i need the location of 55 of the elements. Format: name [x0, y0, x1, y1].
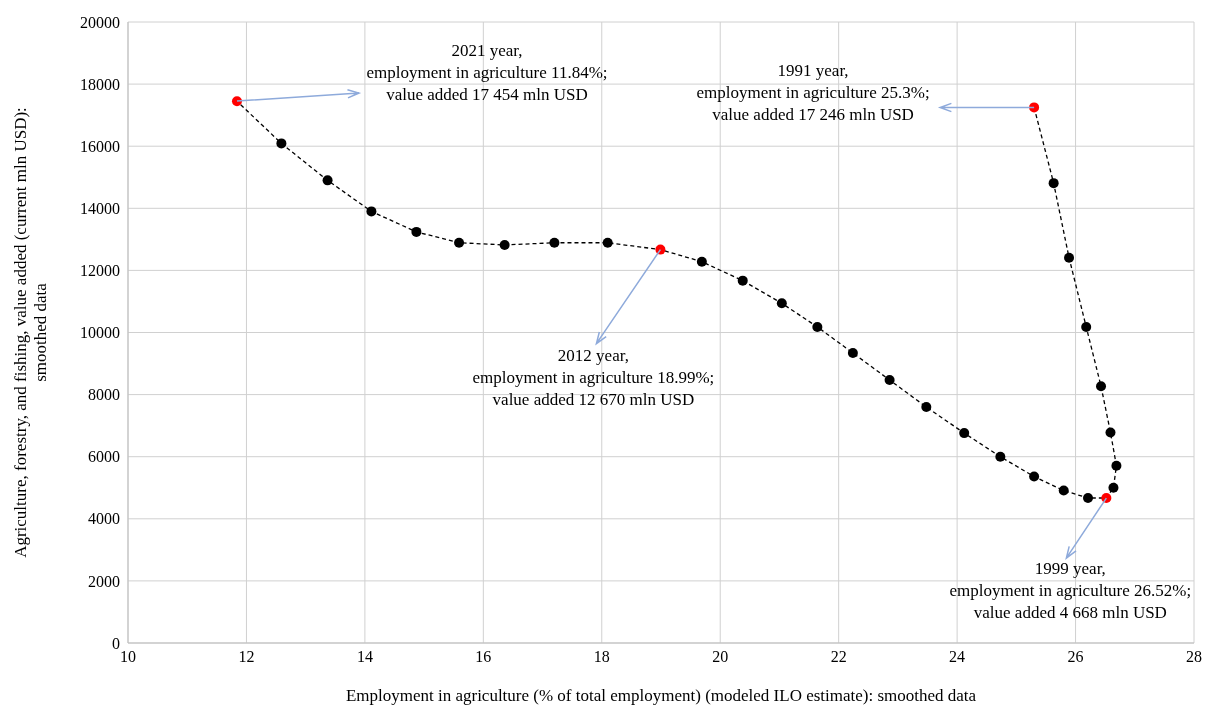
point — [1081, 321, 1092, 332]
point — [1029, 102, 1040, 113]
point — [366, 206, 377, 217]
x-tick-label: 28 — [1186, 648, 1202, 666]
y-tick-label: 2000 — [88, 572, 120, 590]
point — [776, 298, 787, 309]
point — [549, 237, 560, 248]
y-tick-label: 4000 — [88, 510, 120, 528]
point — [1105, 427, 1116, 438]
x-tick-label: 12 — [238, 648, 255, 666]
point — [411, 226, 422, 237]
y-tick-label: 6000 — [88, 448, 120, 466]
x-tick-label: 10 — [120, 648, 136, 666]
point — [1108, 482, 1119, 493]
annotation: 2021 year, employment in agriculture 11.84%; value added 17 454 mln USD — [365, 40, 609, 107]
x-tick-label: 18 — [593, 648, 610, 666]
y-tick-label: 16000 — [80, 137, 120, 155]
x-tick-label: 20 — [712, 648, 729, 666]
annotation: 2012 year, employment in agriculture 18.99%; value added 12 670 mln USD — [471, 344, 716, 411]
x-tick-label: 16 — [475, 648, 492, 666]
x-tick-label: 14 — [356, 648, 373, 666]
x-axis-title: Employment in agriculture (% of total employment) (modeled ILO estimate): smoothed data — [345, 686, 977, 705]
annotation: 1991 year, employment in agriculture 25.3%; value added 17 246 mln USD — [695, 59, 931, 126]
point — [454, 237, 465, 248]
point — [1111, 460, 1122, 471]
y-tick-label: 20000 — [80, 13, 120, 31]
point — [696, 256, 707, 267]
y-tick-label: 8000 — [88, 386, 120, 404]
point — [322, 175, 333, 186]
point — [959, 428, 970, 439]
point — [1029, 471, 1040, 482]
point — [995, 451, 1006, 462]
point — [1082, 493, 1093, 503]
point — [884, 375, 895, 386]
y-tick-label: 10000 — [80, 324, 120, 342]
y-tick-label: 18000 — [80, 75, 120, 93]
point — [1048, 178, 1059, 189]
point — [812, 321, 823, 332]
y-tick-label: 12000 — [80, 262, 120, 280]
point — [499, 239, 510, 250]
y-tick-label: 0 — [112, 634, 120, 652]
point — [602, 237, 613, 248]
point — [737, 275, 748, 286]
point — [1064, 252, 1075, 263]
point — [1096, 381, 1107, 392]
annotation: 1999 year, employment in agriculture 26.52%; value added 4 668 mln USD — [948, 558, 1193, 625]
y-tick-label: 14000 — [80, 199, 120, 217]
y-axis-title: Agriculture, forestry, and fishing, value added (current mln USD): smoothed data — [11, 107, 50, 558]
x-tick-label: 24 — [949, 648, 966, 666]
x-tick-label: 26 — [1067, 648, 1084, 666]
point — [276, 138, 287, 149]
x-tick-label: 22 — [830, 648, 847, 666]
point — [921, 402, 932, 413]
point — [847, 347, 858, 358]
point — [1058, 485, 1069, 496]
